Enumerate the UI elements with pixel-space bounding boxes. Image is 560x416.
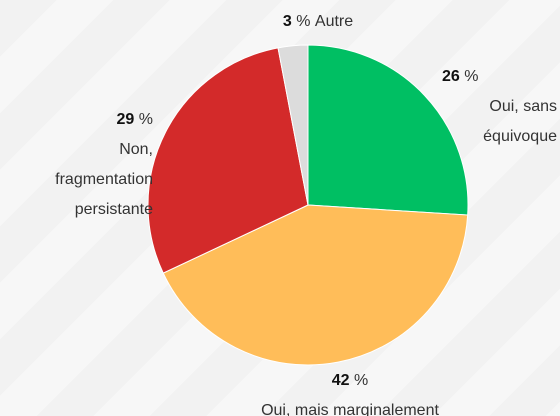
value-number: 29 <box>116 111 135 128</box>
value-number: 3 <box>282 13 292 30</box>
slice-label: 26 % Oui, sans équivoque <box>440 62 557 152</box>
pie-slice <box>162 204 469 366</box>
value-unit: % <box>138 111 153 128</box>
category-label: Oui, sans équivoque <box>483 98 557 145</box>
category-label: Oui, mais marginalement <box>261 402 439 416</box>
pie-slice <box>277 44 309 206</box>
value-label: 29 % <box>20 105 153 135</box>
value-number: 26 <box>442 68 460 85</box>
value-number: 42 <box>331 372 350 389</box>
value-label: 42 % <box>200 366 500 396</box>
value-unit: % <box>296 13 311 30</box>
value-unit: % <box>464 68 479 85</box>
pie-slice <box>147 47 309 274</box>
value-label: 3 % <box>283 13 311 30</box>
category-label: Non, fragmentation persistante <box>55 141 153 218</box>
slice-label: 29 % Non, fragmentation persistante <box>20 105 153 225</box>
value-label: 26 % <box>440 62 557 92</box>
value-unit: % <box>354 372 369 389</box>
category-label: Autre <box>314 13 354 30</box>
slice-label: 42 % Oui, mais marginalement <box>200 366 500 416</box>
slice-label: 3 % Autre <box>218 7 418 37</box>
pie-slice <box>307 44 469 216</box>
